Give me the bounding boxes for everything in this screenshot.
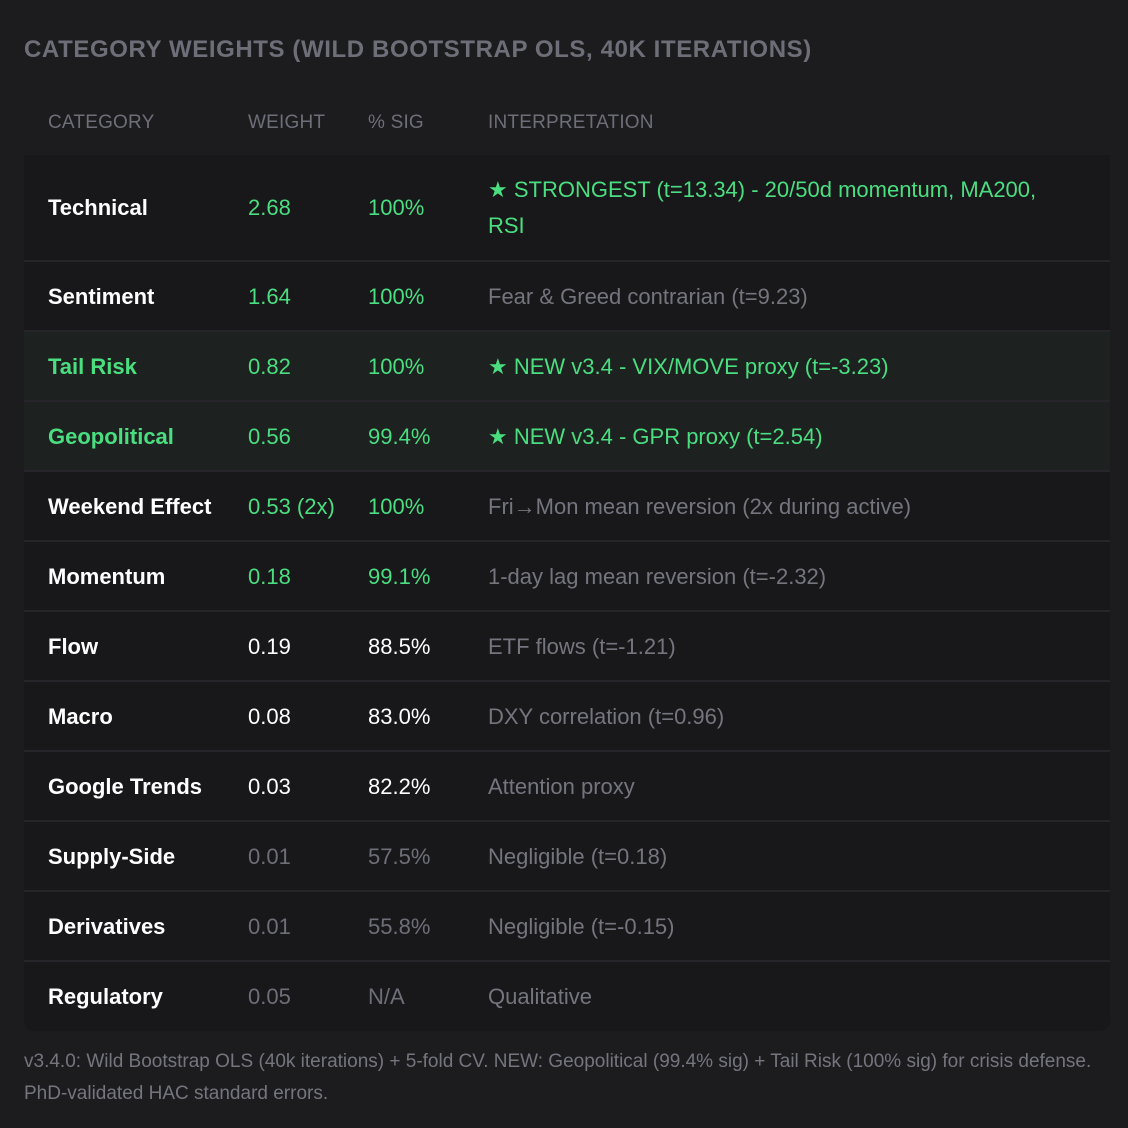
- sig-cell: 83.0%: [368, 704, 431, 729]
- weights-table: Technical 2.68 100% ★ STRONGEST (t=13.34…: [24, 155, 1110, 1031]
- category-cell: Geopolitical: [48, 424, 174, 449]
- weight-cell: 0.82: [248, 354, 291, 379]
- table-row: Macro 0.08 83.0% DXY correlation (t=0.96…: [24, 682, 1110, 752]
- header-category: CATEGORY: [48, 112, 155, 133]
- section-title: CATEGORY WEIGHTS (WILD BOOTSTRAP OLS, 40…: [24, 36, 812, 63]
- table-row: Google Trends 0.03 82.2% Attention proxy: [24, 752, 1110, 822]
- interpretation-cell: Attention proxy: [488, 774, 635, 799]
- sig-cell: N/A: [368, 984, 405, 1009]
- footnote: v3.4.0: Wild Bootstrap OLS (40k iteratio…: [24, 1051, 1092, 1104]
- weight-cell: 1.64: [248, 284, 291, 309]
- interpretation-cell: 1-day lag mean reversion (t=-2.32): [488, 564, 827, 589]
- interpretation-cell: Fri→Mon mean reversion (2x during active…: [488, 494, 912, 519]
- category-cell: Derivatives: [48, 914, 166, 939]
- table-row-highlighted: Geopolitical 0.56 99.4% ★ NEW v3.4 - GPR…: [24, 402, 1110, 472]
- interpretation-cell: DXY correlation (t=0.96): [488, 704, 725, 729]
- table-header: CATEGORY WEIGHT % SIG INTERPRETATION: [24, 112, 1110, 140]
- sig-cell: 57.5%: [368, 844, 431, 869]
- interpretation-cell: ★ NEW v3.4 - VIX/MOVE proxy (t=-3.23): [488, 354, 889, 379]
- sig-cell: 100%: [368, 354, 425, 379]
- table-row: Technical 2.68 100% ★ STRONGEST (t=13.34…: [24, 155, 1110, 262]
- sig-cell: 82.2%: [368, 774, 431, 799]
- category-cell: Weekend Effect: [48, 494, 212, 519]
- sig-cell: 100%: [368, 494, 425, 519]
- header-weight: WEIGHT: [248, 112, 326, 133]
- table-row: Sentiment 1.64 100% Fear & Greed contrar…: [24, 262, 1110, 332]
- sig-cell: 99.1%: [368, 564, 431, 589]
- weight-cell: 0.56: [248, 424, 291, 449]
- header-sig: % SIG: [368, 112, 424, 133]
- header-interpretation: INTERPRETATION: [488, 112, 654, 133]
- table-row: Supply-Side 0.01 57.5% Negligible (t=0.1…: [24, 822, 1110, 892]
- category-cell: Tail Risk: [48, 354, 137, 379]
- table-row: Weekend Effect 0.53 (2x) 100% Fri→Mon me…: [24, 472, 1110, 542]
- weight-cell: 0.19: [248, 634, 291, 659]
- interpretation-cell: ETF flows (t=-1.21): [488, 634, 676, 659]
- category-cell: Regulatory: [48, 984, 163, 1009]
- weight-cell: 0.03: [248, 774, 291, 799]
- sig-cell: 55.8%: [368, 914, 431, 939]
- table-row: Momentum 0.18 99.1% 1-day lag mean rever…: [24, 542, 1110, 612]
- sig-cell: 100%: [368, 284, 425, 309]
- weight-cell: 0.01: [248, 844, 291, 869]
- table-row: Flow 0.19 88.5% ETF flows (t=-1.21): [24, 612, 1110, 682]
- category-cell: Supply-Side: [48, 844, 176, 869]
- weight-cell: 2.68: [248, 195, 291, 220]
- interpretation-cell: ★ STRONGEST (t=13.34) - 20/50d momentum,…: [488, 177, 1037, 238]
- category-cell: Sentiment: [48, 284, 155, 309]
- interpretation-cell: Qualitative: [488, 984, 592, 1009]
- interpretation-cell: Negligible (t=-0.15): [488, 914, 675, 939]
- table-row-highlighted: Tail Risk 0.82 100% ★ NEW v3.4 - VIX/MOV…: [24, 332, 1110, 402]
- interpretation-cell: Negligible (t=0.18): [488, 844, 668, 869]
- category-cell: Momentum: [48, 564, 166, 589]
- sig-cell: 88.5%: [368, 634, 431, 659]
- category-cell: Flow: [48, 634, 99, 659]
- interpretation-cell: Fear & Greed contrarian (t=9.23): [488, 284, 808, 309]
- category-cell: Technical: [48, 195, 148, 220]
- category-cell: Macro: [48, 704, 113, 729]
- interpretation-cell: ★ NEW v3.4 - GPR proxy (t=2.54): [488, 424, 823, 449]
- sig-cell: 100%: [368, 195, 425, 220]
- category-cell: Google Trends: [48, 774, 203, 799]
- weight-cell: 0.05: [248, 984, 291, 1009]
- table-row: Derivatives 0.01 55.8% Negligible (t=-0.…: [24, 892, 1110, 962]
- table-row: Regulatory 0.05 N/A Qualitative: [24, 962, 1110, 1031]
- weight-cell: 0.18: [248, 564, 291, 589]
- weight-cell: 0.53 (2x): [248, 494, 335, 519]
- weight-cell: 0.01: [248, 914, 291, 939]
- sig-cell: 99.4%: [368, 424, 431, 449]
- weight-cell: 0.08: [248, 704, 291, 729]
